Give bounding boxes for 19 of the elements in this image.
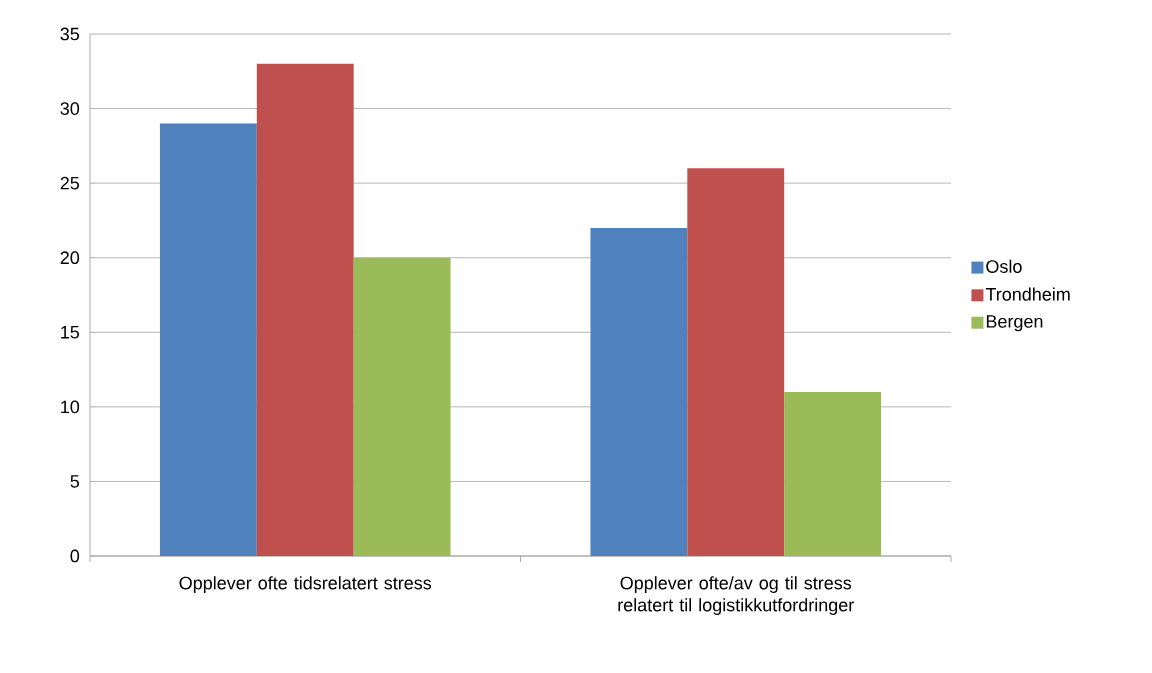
bar [590,227,688,556]
bar [687,168,785,556]
y-tick-label: 10 [61,400,80,414]
bar [784,391,882,556]
legend-label: Oslo [986,259,1022,273]
y-tick-label: 0 [70,549,80,563]
x-tick-label: Opplever ofte tidsrelatert stress [179,576,432,593]
x-tick-label: Opplever ofte/av og til stress relatert til logistikkutfordringer [618,576,854,615]
y-tick-label: 20 [60,251,80,265]
legend-label: Bergen [986,315,1043,332]
y-tick-label: 25 [60,176,80,190]
y-tick-label: 35 [60,27,80,41]
bar [256,63,354,556]
y-tick-label: 30 [60,102,80,115]
legend-label: Trondheim [985,287,1070,301]
bar [353,257,451,556]
y-tick-label: 15 [61,326,80,339]
y-tick-label: 5 [70,475,80,488]
bar [159,123,257,556]
